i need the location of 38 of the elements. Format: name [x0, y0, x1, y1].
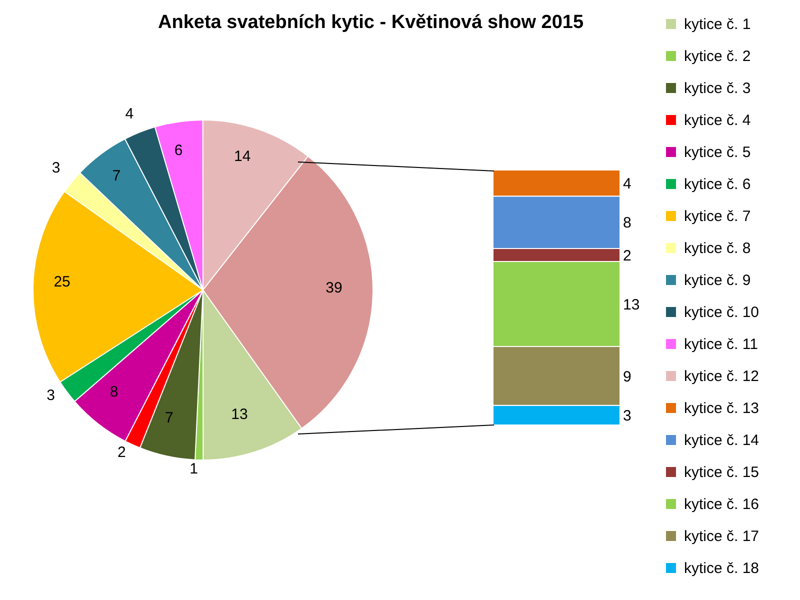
- legend-label: kytice č. 5: [684, 144, 751, 160]
- legend-label: kytice č. 8: [684, 240, 751, 256]
- data-label: 1: [190, 460, 198, 478]
- legend-label: kytice č. 2: [684, 48, 751, 64]
- text: kytice č. 16: [684, 496, 760, 512]
- data-label: 4: [623, 175, 632, 192]
- legend-label: kytice č. 10: [684, 304, 760, 320]
- data-label: 25: [54, 273, 70, 290]
- data-label: 7: [165, 409, 174, 426]
- chart-title: Anketa svatebních kytic - Květinová show 2015: [158, 12, 585, 34]
- legend-label: kytice č. 7: [684, 208, 751, 224]
- legend-label: kytice č. 17: [684, 528, 760, 544]
- data-label: 6: [174, 142, 183, 159]
- legend-label: kytice č. 4: [684, 112, 751, 128]
- legend-label: kytice č. 13: [684, 400, 760, 416]
- data-label: 2: [118, 444, 126, 461]
- data-label: 7: [112, 168, 121, 185]
- legend-label: kytice č. 11: [684, 336, 758, 352]
- data-label: 13: [623, 296, 640, 314]
- data-label: 39: [326, 280, 342, 297]
- legend-label: kytice č. 18: [684, 560, 760, 576]
- legend-label: kytice č. 3: [684, 80, 751, 96]
- data-label: 3: [623, 408, 632, 425]
- legend-label: kytice č. 15: [684, 464, 760, 480]
- legend-label: kytice č. 6: [684, 176, 751, 192]
- data-label: 9: [623, 368, 632, 386]
- data-label: 2: [623, 247, 632, 264]
- legend-label: kytice č. 9: [684, 272, 751, 288]
- data-label: 14: [234, 148, 251, 165]
- data-label: 3: [52, 159, 60, 176]
- data-label: 8: [623, 214, 632, 232]
- legend-label: kytice č. 12: [684, 368, 760, 384]
- legend-label: kytice č. 14: [684, 432, 760, 448]
- data-label: 4: [125, 106, 134, 123]
- data-label: 13: [231, 406, 248, 424]
- legend-label: kytice č. 1: [684, 16, 751, 32]
- data-label: 3: [46, 386, 55, 404]
- data-label: 8: [110, 383, 118, 400]
